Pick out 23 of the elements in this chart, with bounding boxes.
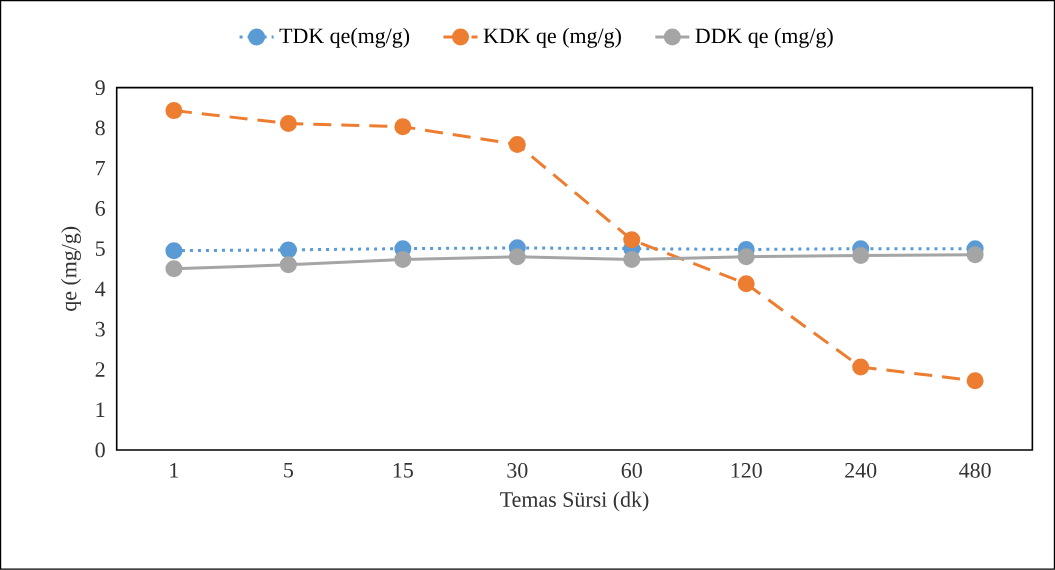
y-tick-label: 6 (95, 201, 105, 216)
y-tick-label: 7 (96, 161, 105, 176)
y-tick-label: 0 (95, 442, 105, 458)
x-tick-label: 240 (845, 463, 877, 478)
x-tick-label: 30 (507, 463, 528, 478)
y-tick-label: 3 (95, 322, 105, 337)
x-tick-label: 15 (393, 463, 413, 478)
y-tick-label: 1 (96, 402, 105, 418)
y-tick-label: 5 (95, 241, 105, 257)
y-tick-label: 8 (95, 120, 105, 136)
x-axis-title: Temas Sürsi (dk) (500, 491, 649, 512)
x-tick-label: 120 (731, 463, 762, 478)
x-tick-label: 1 (170, 463, 179, 478)
legend-label: DDK qe (mg/g) (695, 28, 833, 48)
x-tick-label: 5 (284, 463, 293, 478)
legend-label: KDK qe (mg/g) (483, 28, 621, 48)
y-tick-label: 9 (95, 80, 105, 96)
x-tick-label: 480 (959, 463, 991, 478)
y-tick-label: 2 (95, 362, 105, 377)
legend-label: TDK qe(mg/g) (279, 28, 410, 48)
x-tick-label: 60 (621, 463, 642, 478)
y-axis-title: qe (mg/g) (61, 227, 81, 312)
y-tick-label: 4 (95, 281, 106, 297)
